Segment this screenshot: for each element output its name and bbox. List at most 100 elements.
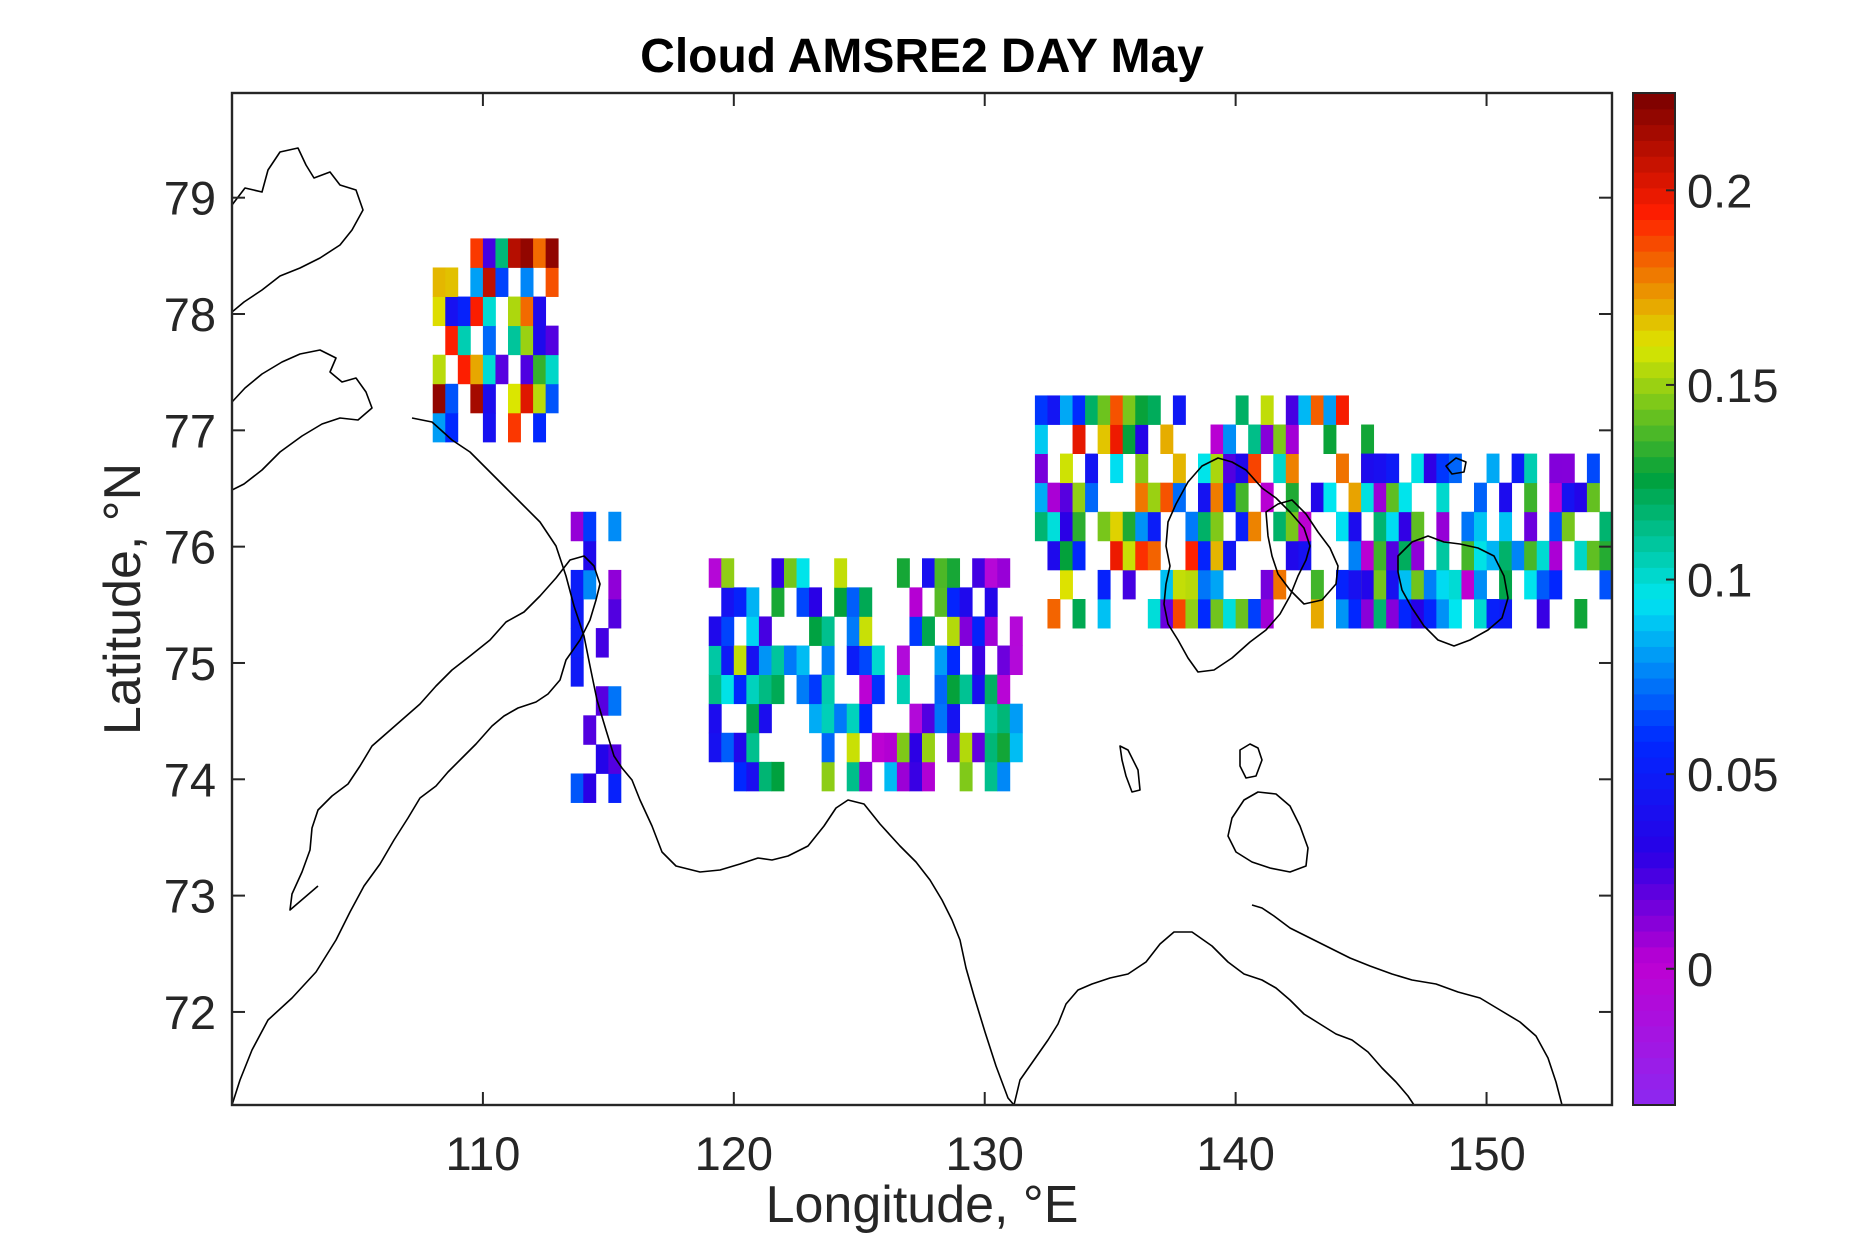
colorbar-segment <box>1633 820 1675 837</box>
colorbar-segment <box>1633 741 1675 758</box>
cloud-cell <box>871 674 885 705</box>
cloud-cell <box>984 616 998 646</box>
cloud-cell <box>733 645 747 676</box>
cloud-cell <box>997 732 1011 763</box>
cloud-cell <box>934 703 948 734</box>
colorbar-segment <box>1633 282 1675 300</box>
cloud-cell <box>533 238 547 268</box>
cloud-cell <box>533 412 547 443</box>
cloud-cell <box>608 569 622 600</box>
cloud-cell <box>520 383 534 414</box>
colorbar-tick-label: 0 <box>1687 943 1713 996</box>
coastline-bolshevik-island <box>232 349 373 491</box>
cloud-cell <box>1361 599 1375 629</box>
cloud-cell <box>934 645 948 676</box>
cloud-cell <box>1524 569 1538 600</box>
cloud-cell <box>595 744 609 774</box>
colorbar-segment <box>1633 187 1675 205</box>
cloud-cell <box>1060 511 1073 542</box>
cloud-cell <box>997 703 1011 734</box>
cloud-cell <box>1260 569 1274 600</box>
cloud-cell <box>1436 540 1450 571</box>
cloud-cell <box>896 674 910 705</box>
cloud-cell <box>733 674 747 705</box>
cloud-cell <box>859 761 873 792</box>
colorbar-segment <box>1633 788 1675 806</box>
cloud-cell <box>1072 482 1086 513</box>
colorbar-segment <box>1633 393 1675 410</box>
cloud-cell <box>583 773 597 803</box>
cloud-cell <box>1198 569 1211 600</box>
cloud-cell <box>1574 482 1588 513</box>
cloud-cell <box>1248 424 1262 454</box>
cloud-cell <box>583 511 597 542</box>
cloud-cell <box>1298 511 1312 542</box>
cloud-cell <box>445 325 459 356</box>
cloud-cell <box>470 296 484 327</box>
colorbar-segment <box>1633 203 1675 220</box>
cloud-cell <box>1336 453 1349 484</box>
cloud-cell <box>984 761 998 792</box>
cloud-cell <box>1135 511 1149 542</box>
cloud-cell <box>733 761 747 792</box>
cloud-cell <box>834 587 848 617</box>
cloud-cell <box>1336 395 1349 425</box>
cloud-cell <box>1273 424 1287 454</box>
cloud-cell <box>909 616 923 646</box>
cloud-cell <box>984 674 998 705</box>
cloud-cell <box>821 645 835 676</box>
cloud-cell <box>1060 569 1073 600</box>
cloud-cell <box>1599 511 1612 542</box>
colorbar-segment <box>1633 583 1675 600</box>
cloud-cell <box>1210 569 1224 600</box>
colorbar-segment <box>1633 440 1675 458</box>
y-tick-label: 76 <box>164 521 216 574</box>
cloud-cell <box>1097 599 1111 629</box>
cloud-cell <box>784 558 797 588</box>
cloud-cell <box>1034 511 1048 542</box>
cloud-cell <box>947 558 961 588</box>
cloud-cell <box>1423 569 1437 600</box>
cloud-cell <box>1185 569 1199 600</box>
cloud-cell <box>1110 424 1124 454</box>
cloud-cell <box>796 645 810 676</box>
cloud-cell <box>1235 511 1249 542</box>
cloud-cell <box>1586 540 1600 571</box>
cloud-cell <box>1474 599 1487 629</box>
cloud-cell <box>1273 511 1287 542</box>
cloud-cell <box>1122 540 1136 571</box>
cloud-cell <box>758 616 772 646</box>
cloud-cell <box>1486 453 1500 484</box>
cloud-cell <box>708 645 722 676</box>
x-tick-label: 140 <box>1196 1127 1274 1180</box>
cloud-cell <box>809 703 823 734</box>
cloud-cell <box>746 761 760 792</box>
cloud-cell <box>1474 569 1487 600</box>
cloud-cell <box>1248 511 1262 542</box>
cloud-cell <box>1273 453 1287 484</box>
cloud-cell <box>608 773 622 803</box>
cloud-cell <box>972 616 986 646</box>
cloud-cell <box>922 558 935 588</box>
cloud-cell <box>1386 569 1400 600</box>
coastline-severnaya-zemlya <box>232 147 364 313</box>
cloud-cell <box>746 732 760 763</box>
cloud-cell <box>1147 599 1161 629</box>
cloud-cell <box>959 761 973 792</box>
cloud-cell <box>1085 453 1099 484</box>
cloud-cell <box>821 616 835 646</box>
cloud-cell <box>1561 511 1575 542</box>
cloud-cell <box>1185 599 1199 629</box>
cloud-cell <box>846 587 860 617</box>
cloud-cell <box>1524 511 1538 542</box>
cloud-cell <box>846 761 860 792</box>
cloud-cell <box>859 674 873 705</box>
cloud-cell <box>846 732 860 763</box>
cloud-cell <box>1248 599 1262 629</box>
cloud-cell <box>1185 540 1199 571</box>
cloud-cell <box>771 587 785 617</box>
cloud-cell <box>796 674 810 705</box>
cloud-cell <box>1235 395 1249 425</box>
cloud-cell <box>1110 453 1124 484</box>
cloud-cell <box>1336 569 1349 600</box>
